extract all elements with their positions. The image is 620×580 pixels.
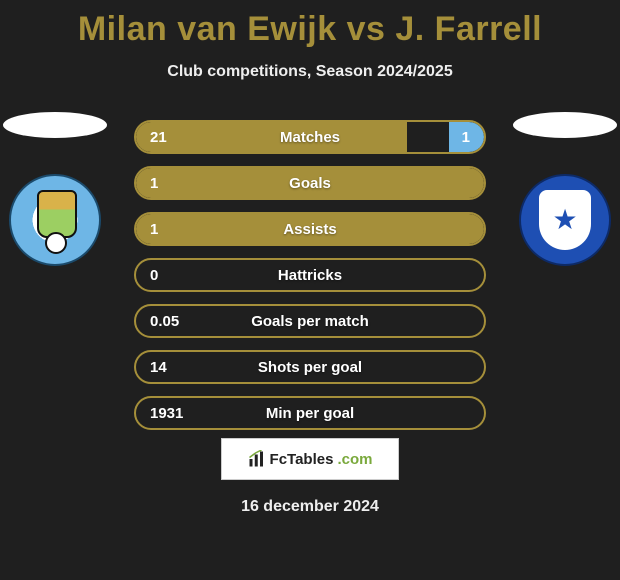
stat-label: Assists [136,214,484,244]
player-left-column [0,112,110,266]
stat-row: 1Goals [134,166,486,200]
fctables-logo: FcTables.com [221,438,399,480]
club-crest-left [9,174,101,266]
page-title: Milan van Ewijk vs J. Farrell [0,0,620,49]
logo-text-domain: .com [337,451,372,468]
stat-row: 0Hattricks [134,258,486,292]
date-label: 16 december 2024 [0,498,620,516]
stat-label: Goals per match [136,306,484,336]
stat-label: Matches [136,122,484,152]
stat-label: Min per goal [136,398,484,428]
stat-label: Goals [136,168,484,198]
chart-icon [248,450,266,468]
subtitle: Club competitions, Season 2024/2025 [0,63,620,81]
club-crest-right: ★ [519,174,611,266]
logo-text: FcTables [270,451,334,468]
player-right-photo-placeholder [513,112,617,138]
stat-row: 14Shots per goal [134,350,486,384]
stat-row: 211Matches [134,120,486,154]
stat-row: 1931Min per goal [134,396,486,430]
stat-label: Hattricks [136,260,484,290]
stat-row: 1Assists [134,212,486,246]
player-right-column: ★ [510,112,620,266]
stat-row: 0.05Goals per match [134,304,486,338]
player-left-photo-placeholder [3,112,107,138]
stat-label: Shots per goal [136,352,484,382]
star-icon: ★ [552,206,577,234]
stat-bars: 211Matches 1Goals 1Assists 0Hattricks 0.05Go… [134,120,486,442]
